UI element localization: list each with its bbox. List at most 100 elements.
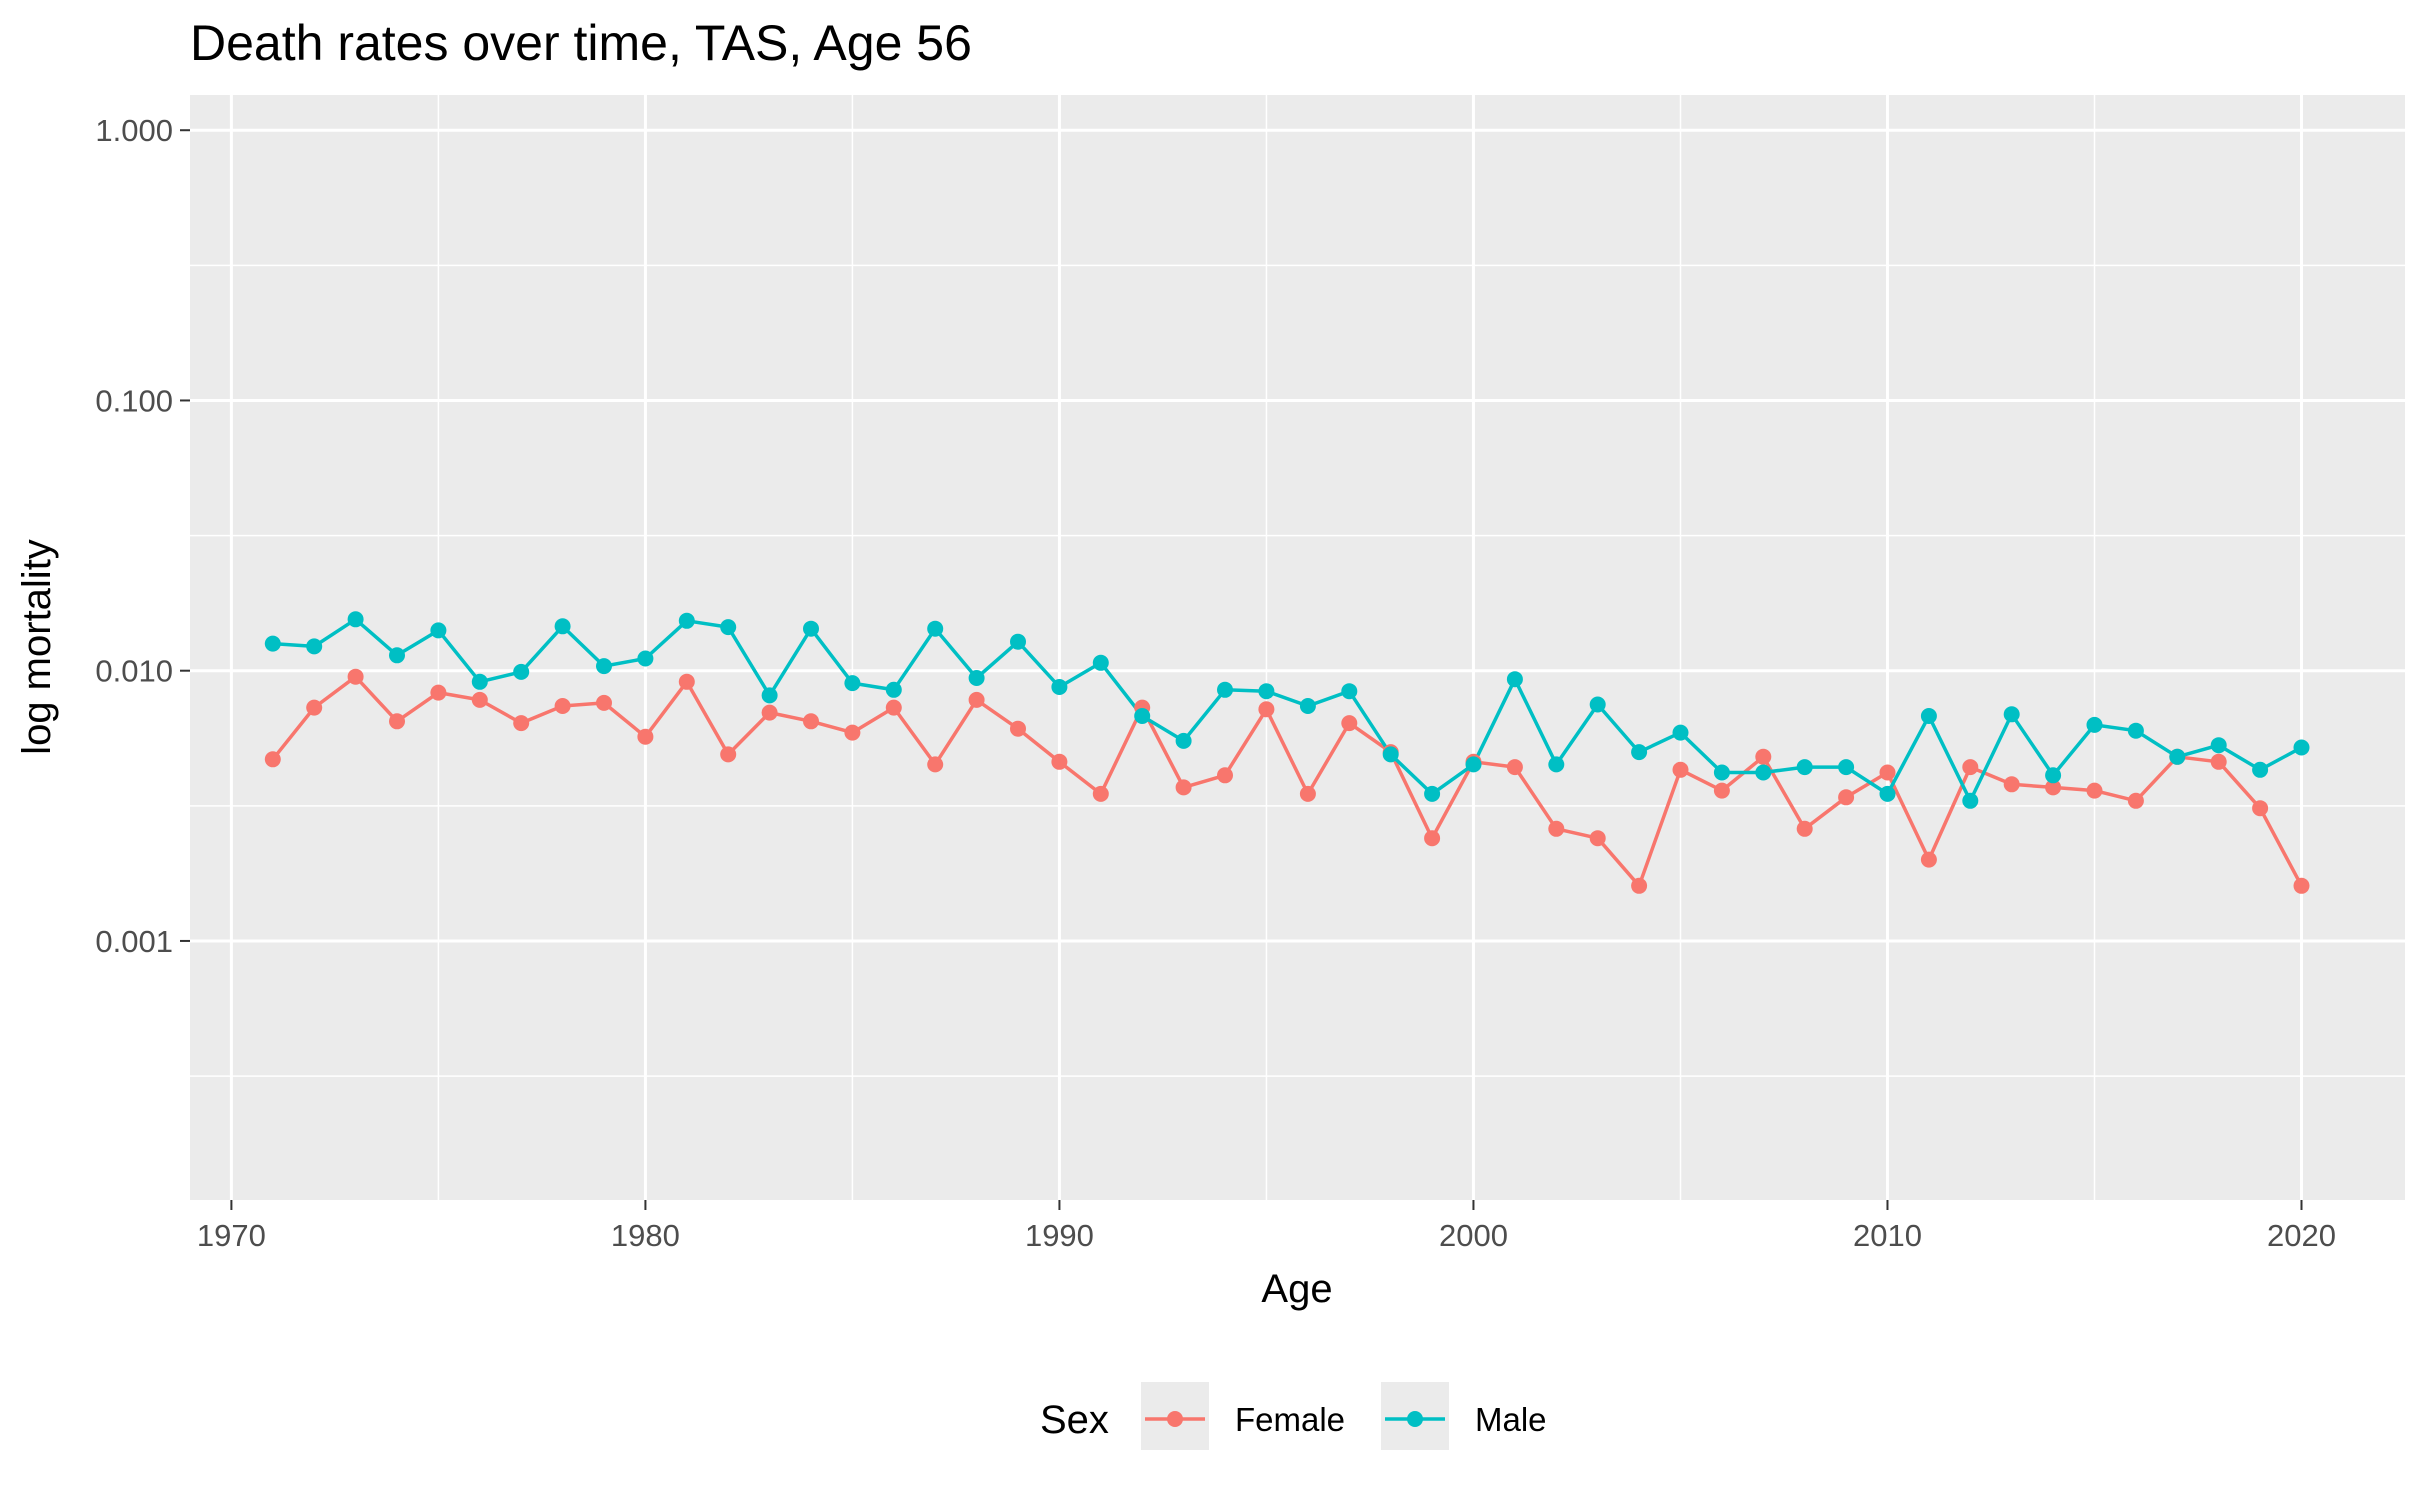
data-point-male xyxy=(389,647,405,664)
data-point-male xyxy=(2169,748,2186,765)
data-point-female xyxy=(2293,877,2310,894)
data-point-female xyxy=(720,746,737,763)
data-point-male xyxy=(1672,724,1689,741)
data-point-female xyxy=(1962,759,1979,776)
data-point-female xyxy=(2045,779,2062,796)
data-point-female xyxy=(430,684,447,701)
data-point-female xyxy=(844,724,861,741)
data-point-male xyxy=(1217,681,1233,698)
data-point-female xyxy=(2003,776,2020,793)
data-point-male xyxy=(471,673,488,690)
data-point-male xyxy=(554,618,571,635)
data-point-male xyxy=(1589,696,1606,713)
x-tick-label: 2020 xyxy=(2267,1218,2336,1253)
data-point-male xyxy=(1962,792,1979,809)
data-point-female xyxy=(1838,789,1855,806)
x-tick-label: 2010 xyxy=(1853,1218,1922,1253)
data-point-female xyxy=(1755,748,1772,765)
data-point-male xyxy=(1755,764,1772,781)
data-point-male xyxy=(1713,764,1730,781)
x-axis: 1970 1980 1990 2000 2010 2020 xyxy=(197,1200,2336,1253)
data-point-female xyxy=(306,699,323,716)
data-point-female xyxy=(1217,767,1233,784)
data-point-male xyxy=(1879,785,1896,802)
data-point-male xyxy=(2210,737,2227,754)
data-point-male xyxy=(347,611,364,628)
x-tick-label: 1980 xyxy=(611,1218,680,1253)
legend-item-female: Female xyxy=(1141,1382,1345,1450)
data-point-female xyxy=(885,699,902,716)
x-tick-label: 2000 xyxy=(1439,1218,1508,1253)
data-point-male xyxy=(2045,767,2062,784)
data-point-male xyxy=(927,620,944,637)
data-point-male xyxy=(1299,698,1316,714)
x-axis-title: Age xyxy=(1261,1267,1332,1311)
major-gridlines xyxy=(190,95,2405,1200)
data-point-male xyxy=(803,620,819,637)
data-point-female xyxy=(596,694,612,711)
data-point-female xyxy=(2086,782,2103,799)
data-point-male xyxy=(885,681,902,698)
data-point-male xyxy=(2293,739,2310,756)
data-point-male xyxy=(1506,671,1523,688)
x-tick-label: 1990 xyxy=(1025,1218,1094,1253)
data-point-female xyxy=(513,715,530,732)
data-point-male xyxy=(1631,744,1648,761)
data-point-female xyxy=(1548,820,1565,837)
data-point-female xyxy=(264,751,281,768)
data-point-male xyxy=(430,622,447,639)
data-point-male xyxy=(968,670,985,686)
data-point-female xyxy=(2127,792,2144,809)
data-point-female xyxy=(1631,877,1648,894)
data-point-female xyxy=(1424,830,1441,847)
y-tick-label: 0.010 xyxy=(95,654,173,689)
data-point-male xyxy=(1920,708,1937,724)
data-point-female xyxy=(1713,782,1730,799)
data-point-male xyxy=(2003,706,2020,723)
series-line-female xyxy=(271,674,2304,888)
data-point-male xyxy=(1258,683,1275,700)
data-point-male xyxy=(1424,785,1441,802)
data-point-male xyxy=(2252,761,2269,778)
x-tick-label: 1970 xyxy=(197,1218,266,1253)
data-point-female xyxy=(2210,753,2227,770)
data-point-male xyxy=(596,658,612,675)
data-point-male xyxy=(761,687,778,704)
data-point-female xyxy=(2252,800,2269,817)
data-point-male xyxy=(1382,746,1399,763)
data-point-male xyxy=(1796,759,1813,776)
data-point-male xyxy=(637,650,654,667)
data-point-female xyxy=(761,704,778,721)
data-point-female xyxy=(1299,785,1316,802)
data-point-male xyxy=(678,612,695,629)
data-point-male xyxy=(1134,708,1151,724)
data-point-male xyxy=(1175,732,1192,749)
data-point-female xyxy=(1796,820,1813,837)
data-point-female xyxy=(803,713,819,730)
data-point-female xyxy=(471,691,488,708)
data-point-male xyxy=(264,635,281,652)
data-point-male xyxy=(2086,716,2103,733)
data-point-female xyxy=(637,728,654,745)
data-point-male xyxy=(1465,756,1482,773)
data-point-female xyxy=(678,673,695,690)
plot-panel xyxy=(190,95,2405,1200)
data-point-male xyxy=(844,675,861,692)
y-tick-label: 0.100 xyxy=(95,383,173,418)
data-point-male xyxy=(1341,683,1358,700)
legend-title: Sex xyxy=(1040,1398,1109,1442)
series-layer xyxy=(264,611,2310,894)
legend: Sex Female Male xyxy=(1040,1382,1547,1450)
data-point-female xyxy=(1175,779,1192,796)
legend-point-female xyxy=(1167,1411,1183,1427)
legend-item-male: Male xyxy=(1381,1382,1547,1450)
y-tick-label: 1.000 xyxy=(95,113,173,148)
data-point-female xyxy=(1051,753,1068,770)
y-tick-label: 0.001 xyxy=(95,924,173,959)
data-point-male xyxy=(1092,654,1109,671)
data-point-female xyxy=(1589,830,1606,847)
data-point-male xyxy=(720,619,737,636)
data-point-male xyxy=(1010,633,1026,650)
data-point-female xyxy=(1920,851,1937,868)
data-point-female xyxy=(389,713,405,730)
